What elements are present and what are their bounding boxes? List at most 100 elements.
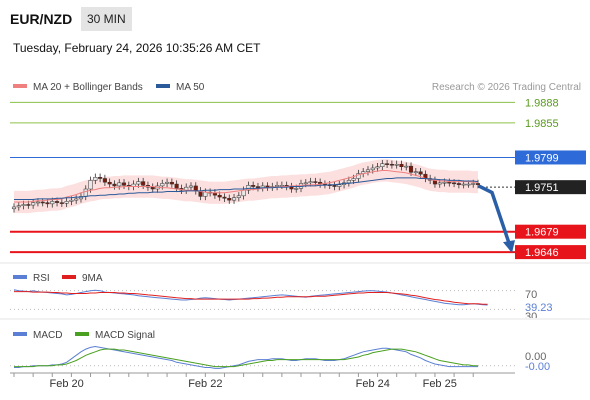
candle-body [375, 166, 380, 169]
legend-label: MA 50 [176, 82, 205, 93]
candle-body [31, 202, 36, 206]
candle-body [16, 205, 21, 208]
current-price-label: 1.9751 [525, 182, 559, 194]
candle-body [399, 164, 404, 167]
candle-body [370, 167, 375, 171]
candle-body [385, 163, 390, 165]
candle-body [389, 164, 394, 166]
candle-body [265, 185, 270, 188]
bollinger-band [14, 159, 478, 214]
legend-label: RSI [33, 273, 50, 284]
rsi-ma-line [14, 291, 488, 305]
candle-body [308, 181, 313, 184]
candle-body [26, 204, 31, 206]
chart-header: EUR/NZD 30 MIN Tuesday, February 24, 202… [0, 0, 590, 70]
copyright-label: Research © 2026 Trading Central [432, 82, 581, 93]
price-panel: MA 20 + Bollinger Bands MA 50 Research © 2… [0, 82, 590, 320]
rsi-tick-label: 30 [525, 311, 537, 323]
candle-body [413, 171, 418, 173]
x-axis-label: Feb 20 [49, 378, 83, 390]
level-badge [515, 245, 586, 260]
legend-label: 9MA [82, 273, 103, 284]
current-price-badge [515, 180, 586, 195]
candle-body [64, 201, 69, 204]
level-label: 1.9888 [525, 97, 559, 109]
ma50-line [14, 177, 479, 200]
x-axis: Feb 20 Feb 22 Feb 24 Feb 25 [10, 372, 515, 390]
candle-body [452, 182, 457, 185]
candle-body [241, 190, 246, 197]
candle-body [165, 181, 170, 184]
candle-body [313, 181, 318, 183]
candle-body [98, 177, 103, 179]
macd-tick-label: 0.00 [525, 351, 546, 363]
candle-body [69, 199, 74, 202]
level-badge [515, 224, 586, 239]
candle-body [193, 185, 198, 192]
candle-body [136, 181, 141, 185]
legend-swatch [13, 332, 27, 336]
x-axis-label: Feb 25 [423, 378, 457, 390]
candle-body [227, 198, 232, 201]
macd-panel: MACD MACD Signal 0.00-0.00 [10, 330, 550, 373]
candle-body [351, 178, 356, 181]
candle-body [93, 177, 98, 181]
candle-body [174, 183, 179, 189]
candle-body [160, 183, 165, 187]
candle-body [40, 201, 45, 204]
ma20-line [14, 170, 478, 203]
candle-body [11, 206, 17, 210]
candle-body [471, 183, 476, 185]
macd-tick-label: -0.00 [525, 361, 550, 373]
candle-body [83, 188, 88, 197]
candle-body [408, 165, 414, 173]
rsi-line [13, 289, 488, 306]
candle-body [117, 182, 122, 187]
forecast-arrow [478, 184, 512, 248]
candle-body [21, 204, 26, 206]
candle-body [217, 194, 222, 198]
legend-swatch [75, 332, 89, 336]
candle-body [222, 196, 227, 199]
candle-body [437, 182, 442, 185]
candle-body [466, 183, 471, 186]
candle-body [404, 165, 409, 168]
candle-body [461, 183, 466, 186]
level-label: 1.9799 [525, 152, 559, 164]
candle-body [356, 173, 361, 179]
level-label: 1.9855 [525, 118, 559, 130]
legend-label: MACD Signal [95, 330, 155, 341]
macd-line [14, 345, 478, 369]
candle-body [45, 202, 50, 205]
candle-body [346, 180, 351, 184]
candle-body [447, 181, 452, 184]
level-label: 1.9646 [525, 247, 559, 259]
candle-body [251, 185, 256, 187]
candle-body [150, 186, 155, 190]
legend-label: MACD [33, 330, 62, 341]
candle-body [102, 178, 107, 183]
x-axis-label: Feb 22 [188, 378, 222, 390]
candle-body [275, 185, 280, 187]
candle-body [365, 169, 371, 172]
candle-body [303, 182, 308, 185]
candle-body [35, 201, 40, 204]
candle-body [456, 183, 461, 185]
legend-swatch [13, 275, 27, 279]
candle-body [50, 201, 55, 205]
legend-swatch [62, 275, 76, 279]
datetime-label: Tuesday, February 24, 2026 10:35:26 AM C… [13, 41, 261, 55]
rsi-tick-label: 39.23 [525, 302, 553, 314]
candle-body [88, 180, 93, 190]
x-axis-label: Feb 24 [356, 378, 390, 390]
rsi-tick-label: 70 [525, 289, 537, 301]
candle-body [337, 184, 342, 187]
candle-body [169, 181, 174, 185]
timeframe-button[interactable]: 30 MIN [81, 7, 132, 31]
candle-body [255, 186, 261, 189]
candle-body [78, 196, 84, 200]
level-badge [515, 150, 586, 165]
candle-body [74, 198, 79, 201]
